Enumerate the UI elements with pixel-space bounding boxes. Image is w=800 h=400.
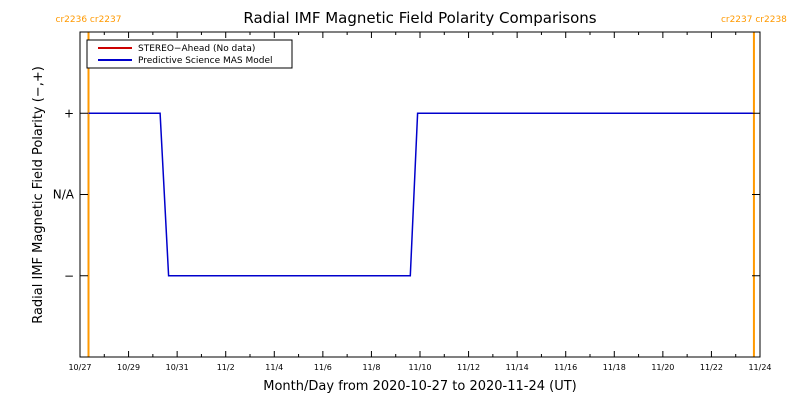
x-tick-label: 11/6	[314, 363, 332, 372]
x-tick-label: 10/31	[166, 363, 189, 372]
plot-frame	[79, 31, 761, 358]
carrington-label: cr2236 cr2237	[56, 15, 122, 25]
carrington-label: cr2237 cr2238	[721, 15, 787, 25]
legend-label-stereo-ahead: STEREO−Ahead (No data)	[138, 44, 255, 54]
x-tick-label: 10/29	[117, 363, 140, 372]
x-tick-label: 11/8	[362, 363, 380, 372]
legend: STEREO−Ahead (No data) Predictive Scienc…	[86, 39, 293, 69]
y-tick-label: −	[64, 269, 74, 283]
x-tick-label: 11/12	[457, 363, 480, 372]
x-tick-label: 10/27	[68, 363, 91, 372]
x-tick-label: 11/16	[554, 363, 577, 372]
x-tick-label: 11/24	[748, 363, 771, 372]
y-axis-label: Radial IMF Magnetic Field Polarity (−,+)	[31, 66, 46, 324]
y-tick-label: N/A	[53, 188, 75, 202]
legend-box	[86, 39, 293, 69]
x-tick-label: 11/20	[651, 363, 674, 372]
x-axis-label: Month/Day from 2020-10-27 to 2020-11-24 …	[263, 379, 576, 394]
y-tick-label: +	[64, 106, 74, 120]
x-tick-label: 11/2	[217, 363, 235, 372]
chart-title: Radial IMF Magnetic Field Polarity Compa…	[243, 9, 596, 27]
x-tick-label: 11/4	[265, 363, 283, 372]
series-line-mas-model	[88, 112, 753, 277]
x-tick-label: 11/22	[700, 363, 723, 372]
legend-label-mas-model: Predictive Science MAS Model	[138, 56, 273, 66]
x-tick-label: 11/18	[603, 363, 626, 372]
x-tick-label: 11/14	[506, 363, 529, 372]
x-tick-label: 11/10	[408, 363, 431, 372]
